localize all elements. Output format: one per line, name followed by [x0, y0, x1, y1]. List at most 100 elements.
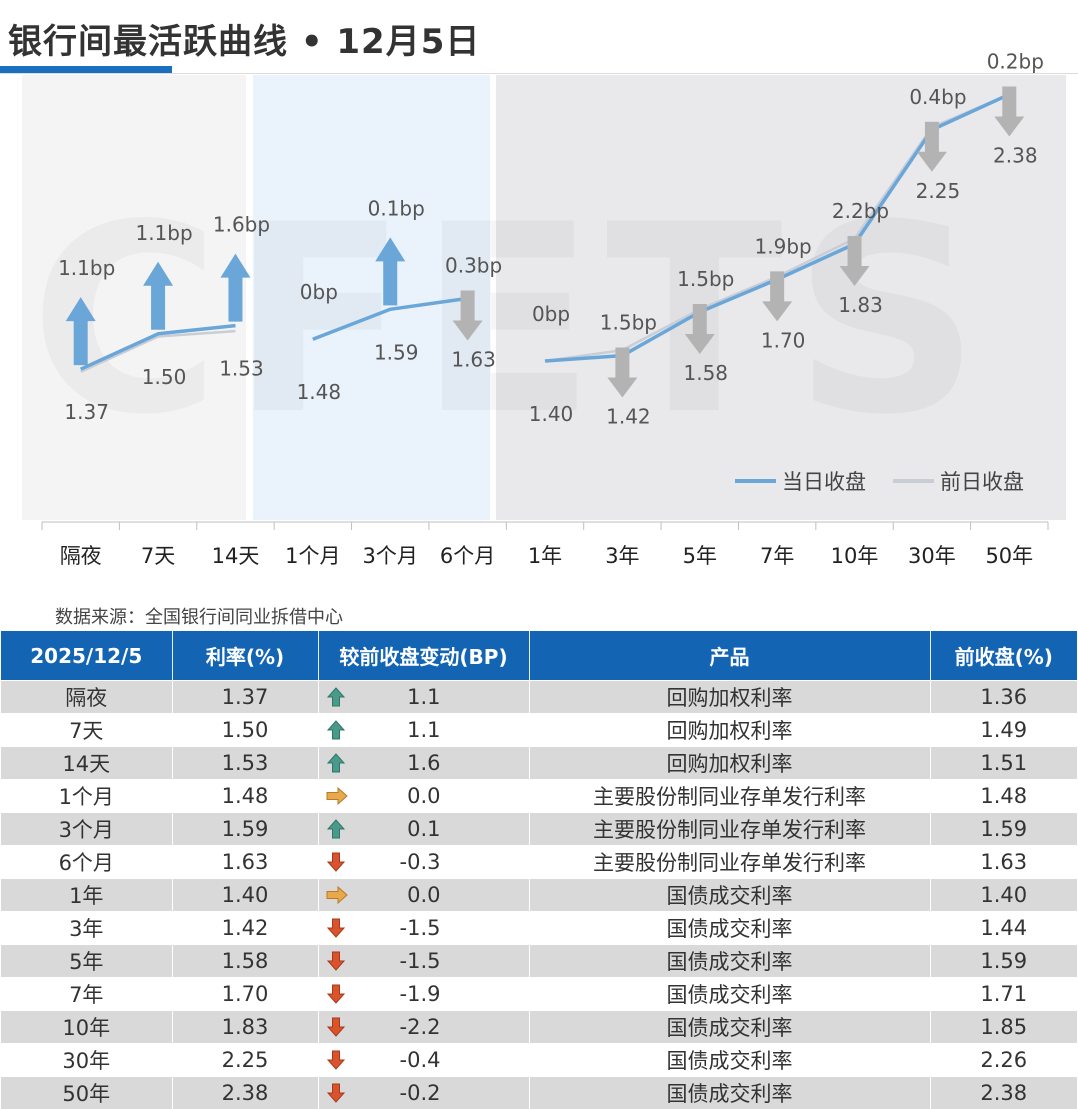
cell-term: 3年 [1, 912, 172, 945]
table-header-row: 2025/12/5 利率(%) 较前收盘变动(BP) 产品 前收盘(%) [1, 631, 1077, 681]
x-tick-label: 3年 [605, 544, 639, 568]
header-change: 较前收盘变动(BP) [318, 631, 529, 681]
x-tick-label: 50年 [985, 544, 1033, 568]
change-bp-label: 1.1bp [135, 221, 192, 245]
cell-rate: 1.63 [172, 846, 318, 879]
cell-rate: 1.40 [172, 879, 318, 912]
header-product: 产品 [529, 631, 930, 681]
cell-prev-close: 1.44 [930, 912, 1077, 945]
change-value: -0.2 [400, 1081, 441, 1105]
cell-rate: 1.37 [172, 681, 318, 714]
legend-prev-label: 前日收盘 [940, 470, 1024, 494]
change-value: -1.5 [400, 916, 441, 940]
cell-rate: 1.59 [172, 813, 318, 846]
data-source: 数据来源：全国银行间同业拆借中心 [55, 603, 343, 629]
cell-prev-close: 1.36 [930, 681, 1077, 714]
cell-product: 主要股份制同业存单发行利率 [529, 813, 930, 846]
cell-product: 国债成交利率 [529, 945, 930, 978]
cell-change: -2.2 [318, 1011, 529, 1044]
value-label: 1.63 [451, 347, 496, 371]
cell-rate: 1.48 [172, 780, 318, 813]
arrow-up-icon [325, 818, 347, 840]
arrow-down-icon [325, 983, 347, 1005]
cell-product: 回购加权利率 [529, 747, 930, 780]
cell-rate: 1.83 [172, 1011, 318, 1044]
cell-rate: 1.53 [172, 747, 318, 780]
change-bp-label: 0bp [300, 280, 338, 304]
arrow-down-icon [325, 1016, 347, 1038]
cell-term: 隔夜 [1, 681, 172, 714]
cell-term: 7年 [1, 978, 172, 1011]
cell-prev-close: 1.63 [930, 846, 1077, 879]
change-bp-label: 1.9bp [755, 234, 812, 258]
cell-change: 0.0 [318, 780, 529, 813]
change-value: -1.9 [400, 982, 441, 1006]
legend-today-label: 当日收盘 [782, 470, 866, 494]
change-value: 1.1 [407, 685, 440, 709]
cell-change: 0.1 [318, 813, 529, 846]
cell-rate: 2.38 [172, 1077, 318, 1109]
value-label: 2.25 [916, 179, 961, 203]
cell-prev-close: 1.85 [930, 1011, 1077, 1044]
cell-term: 1个月 [1, 780, 172, 813]
change-bp-label: 1.1bp [58, 256, 115, 280]
change-value: -0.4 [400, 1048, 441, 1072]
arrow-down-icon [325, 917, 347, 939]
change-value: -1.5 [400, 949, 441, 973]
x-tick-label: 14天 [212, 544, 260, 568]
cell-term: 1年 [1, 879, 172, 912]
cell-term: 5年 [1, 945, 172, 978]
x-tick-label: 隔夜 [60, 544, 102, 568]
cell-change: -1.9 [318, 978, 529, 1011]
x-tick-label: 7年 [760, 544, 794, 568]
cell-product: 国债成交利率 [529, 1077, 930, 1109]
arrow-right-icon [325, 785, 349, 807]
cell-change: 1.1 [318, 714, 529, 747]
x-tick-label: 3个月 [363, 544, 418, 568]
cell-change: 0.0 [318, 879, 529, 912]
cell-rate: 1.70 [172, 978, 318, 1011]
cell-term: 6个月 [1, 846, 172, 879]
change-bp-label: 1.5bp [600, 311, 657, 335]
change-bp-label: 0.3bp [445, 253, 502, 277]
value-label: 1.59 [374, 340, 419, 364]
change-bp-label: 0.2bp [987, 49, 1044, 73]
x-tick-label: 1年 [528, 544, 562, 568]
change-value: 1.1 [407, 718, 440, 742]
x-tick-label: 5年 [683, 544, 717, 568]
cell-prev-close: 1.71 [930, 978, 1077, 1011]
header-prev-close: 前收盘(%) [930, 631, 1077, 681]
cell-rate: 2.25 [172, 1044, 318, 1077]
change-value: 0.1 [407, 817, 440, 841]
change-value: 0.0 [407, 883, 440, 907]
value-label: 1.53 [219, 357, 264, 381]
cell-product: 国债成交利率 [529, 978, 930, 1011]
header-date: 2025/12/5 [1, 631, 172, 681]
change-bp-label: 1.5bp [677, 267, 734, 291]
value-label: 1.48 [297, 380, 342, 404]
cell-term: 7天 [1, 714, 172, 747]
value-label: 1.42 [606, 405, 651, 429]
cell-change: -1.5 [318, 945, 529, 978]
cell-product: 国债成交利率 [529, 1011, 930, 1044]
arrow-up-icon [325, 719, 347, 741]
change-bp-label: 1.6bp [213, 213, 270, 237]
cell-product: 国债成交利率 [529, 879, 930, 912]
value-label: 1.40 [529, 402, 574, 426]
change-value: -0.3 [400, 850, 441, 874]
cell-prev-close: 1.49 [930, 714, 1077, 747]
cell-change: -0.4 [318, 1044, 529, 1077]
cell-product: 主要股份制同业存单发行利率 [529, 846, 930, 879]
